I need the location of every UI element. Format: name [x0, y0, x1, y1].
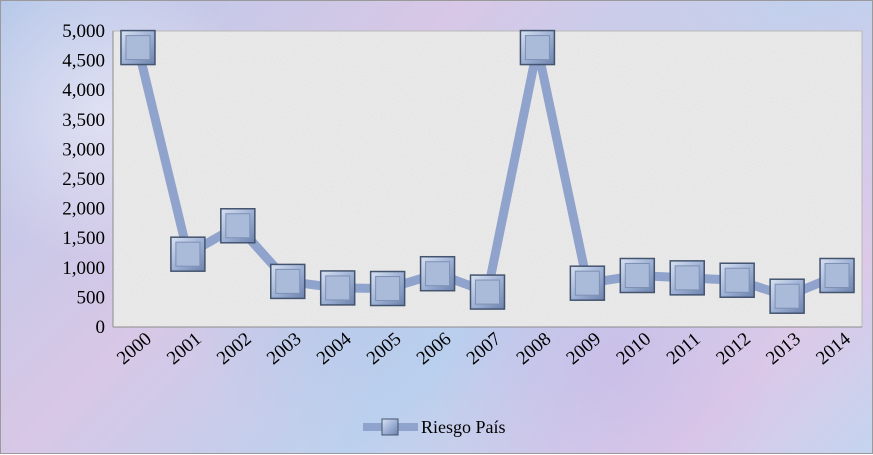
x-tick-label: 2010 [612, 329, 655, 370]
x-tick-label: 2001 [163, 329, 206, 370]
x-tick-label: 2005 [363, 329, 406, 370]
x-tick-label: 2002 [213, 329, 256, 370]
x-tick-label: 2007 [463, 329, 506, 370]
data-point-marker-face [774, 283, 800, 309]
y-tick-label: 2,000 [62, 199, 105, 220]
y-tick-label: 4,000 [62, 80, 105, 101]
x-tick-label: 2014 [812, 328, 855, 369]
data-point-marker-face [375, 276, 401, 302]
data-point-marker-face [275, 268, 301, 294]
y-tick-label: 1,000 [62, 258, 105, 279]
x-tick-label: 2003 [263, 329, 306, 370]
x-tick-label: 2011 [663, 329, 705, 369]
x-tick-label: 2006 [413, 329, 456, 370]
data-point-marker-face [524, 35, 550, 61]
x-tick-label: 2008 [513, 329, 556, 370]
y-tick-label: 500 [77, 287, 106, 308]
y-tick-label: 5,000 [62, 21, 105, 42]
x-tick-label: 2012 [712, 329, 755, 370]
y-tick-label: 1,500 [62, 228, 105, 249]
data-point-marker-face [175, 241, 201, 267]
x-tick-label: 2004 [313, 328, 356, 369]
data-point-marker-face [674, 265, 700, 291]
data-point-marker-face [624, 262, 650, 288]
data-point-marker-face [724, 267, 750, 293]
y-tick-label: 3,500 [62, 110, 105, 131]
legend-label: Riesgo País [421, 417, 506, 437]
y-tick-label: 0 [96, 317, 106, 338]
x-tick-label: 2000 [113, 329, 156, 370]
data-point-marker-face [325, 275, 351, 301]
legend-marker-swatch [381, 418, 399, 436]
x-tick-label: 2009 [563, 329, 606, 370]
y-tick-label: 4,500 [62, 51, 105, 72]
data-point-marker-face [475, 279, 500, 305]
data-point-marker-face [425, 261, 451, 287]
data-point-marker-face [225, 213, 251, 239]
data-point-marker-face [574, 270, 600, 296]
y-tick-label: 2,500 [62, 169, 105, 190]
x-tick-label: 2013 [762, 329, 805, 370]
y-tick-label: 3,000 [62, 139, 105, 160]
data-point-marker-face [125, 35, 151, 61]
data-point-marker-face [824, 262, 850, 288]
